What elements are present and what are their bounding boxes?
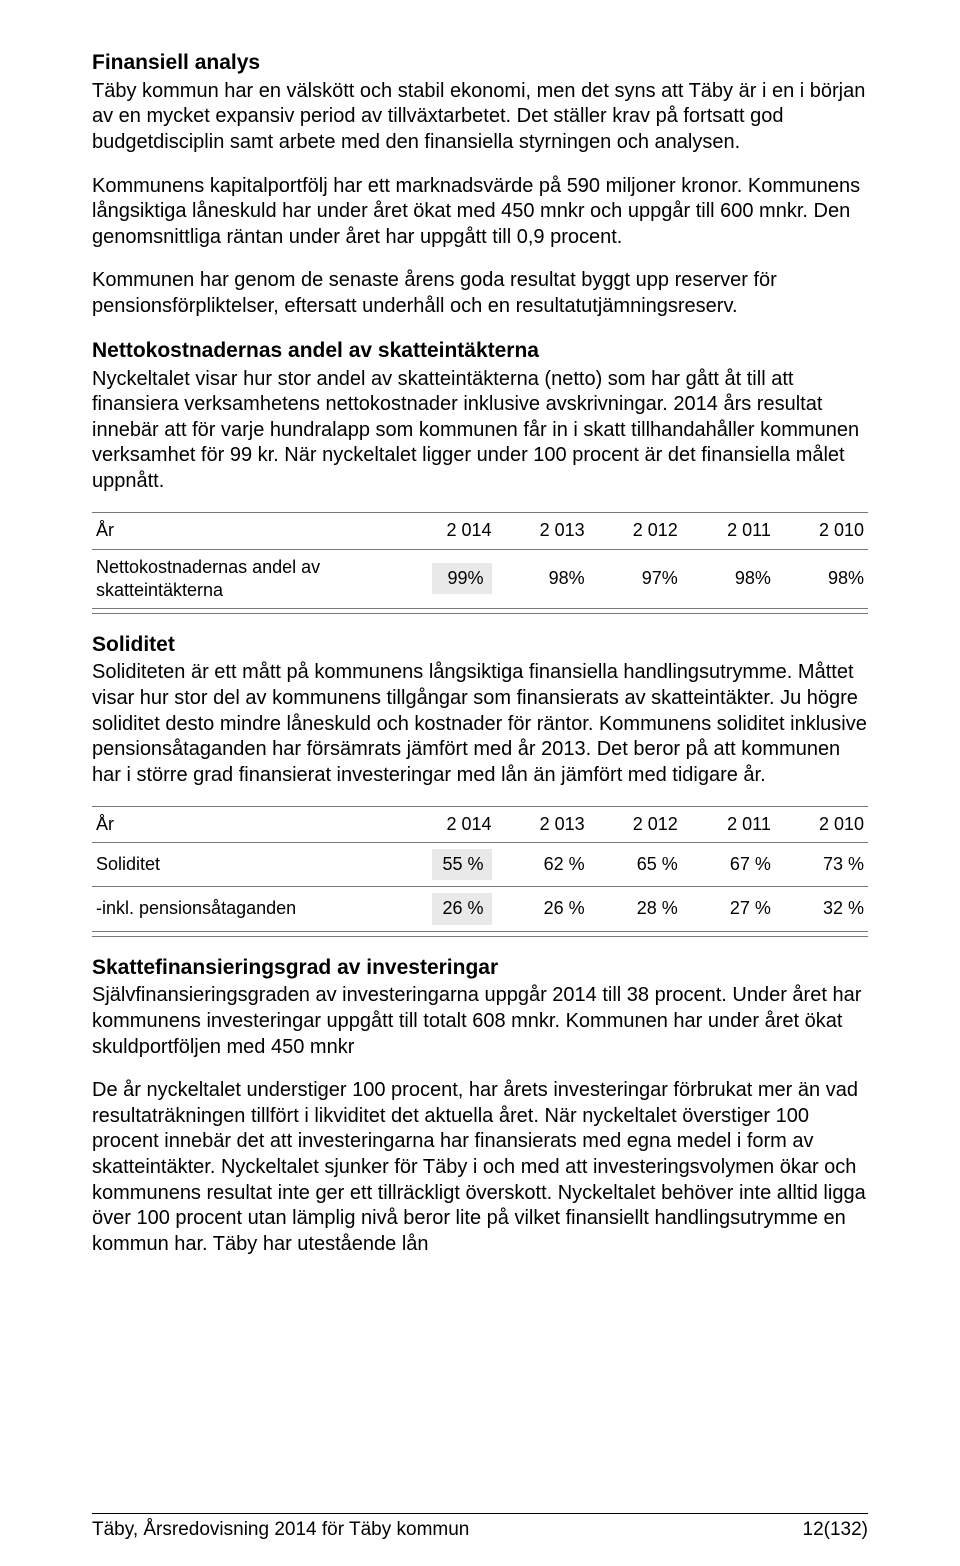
paragraph: Kommunen har genom de senaste årens goda… bbox=[92, 268, 868, 319]
col-header-year: 2 014 bbox=[402, 513, 495, 549]
cell-value: 27 % bbox=[682, 887, 775, 931]
col-header-year: 2 010 bbox=[775, 807, 868, 843]
highlight-cell: 99% bbox=[432, 563, 492, 594]
heading-nettokostnader: Nettokostnadernas andel av skatteintäkte… bbox=[92, 338, 868, 365]
cell-value: 32 % bbox=[775, 887, 868, 931]
col-header-label: År bbox=[92, 807, 402, 843]
col-header-year: 2 012 bbox=[589, 513, 682, 549]
cell-value: 62 % bbox=[496, 843, 589, 887]
cell-value: 98% bbox=[775, 549, 868, 608]
table-row: Soliditet 55 % 62 % 65 % 67 % 73 % bbox=[92, 843, 868, 887]
cell-value: 73 % bbox=[775, 843, 868, 887]
cell-value: 65 % bbox=[589, 843, 682, 887]
cell-value: 26 % bbox=[402, 887, 495, 931]
table-header-row: År 2 014 2 013 2 012 2 011 2 010 bbox=[92, 513, 868, 549]
col-header-year: 2 012 bbox=[589, 807, 682, 843]
paragraph: De år nyckeltalet understiger 100 procen… bbox=[92, 1078, 868, 1257]
heading-finansiell-analys: Finansiell analys bbox=[92, 50, 868, 77]
row-label: -inkl. pensionsåtaganden bbox=[92, 887, 402, 931]
col-header-year: 2 011 bbox=[682, 807, 775, 843]
table-soliditet: År 2 014 2 013 2 012 2 011 2 010 Solidit… bbox=[92, 806, 868, 936]
heading-skattefinansiering: Skattefinansieringsgrad av investeringar bbox=[92, 955, 868, 982]
row-label: Soliditet bbox=[92, 843, 402, 887]
cell-value: 98% bbox=[682, 549, 775, 608]
footer-right: 12(132) bbox=[803, 1518, 869, 1542]
cell-value: 55 % bbox=[402, 843, 495, 887]
col-header-year: 2 013 bbox=[496, 807, 589, 843]
page-container: Finansiell analys Täby kommun har en väl… bbox=[0, 0, 960, 1566]
table-nettokostnader: År 2 014 2 013 2 012 2 011 2 010 Nettoko… bbox=[92, 512, 868, 613]
highlight-cell: 55 % bbox=[432, 849, 492, 880]
table-spacer bbox=[92, 608, 868, 613]
col-header-year: 2 011 bbox=[682, 513, 775, 549]
cell-value: 28 % bbox=[589, 887, 682, 931]
cell-value: 97% bbox=[589, 549, 682, 608]
paragraph: Nyckeltalet visar hur stor andel av skat… bbox=[92, 367, 868, 495]
col-header-year: 2 010 bbox=[775, 513, 868, 549]
page-footer: Täby, Årsredovisning 2014 för Täby kommu… bbox=[92, 1513, 868, 1542]
table-spacer bbox=[92, 931, 868, 936]
table-header-row: År 2 014 2 013 2 012 2 011 2 010 bbox=[92, 807, 868, 843]
col-header-year: 2 013 bbox=[496, 513, 589, 549]
table-row: Nettokostnadernas andel av skatteintäkte… bbox=[92, 549, 868, 608]
footer-left: Täby, Årsredovisning 2014 för Täby kommu… bbox=[92, 1518, 469, 1542]
cell-value: 99% bbox=[402, 549, 495, 608]
paragraph: Självfinansieringsgraden av investeringa… bbox=[92, 983, 868, 1060]
col-header-label: År bbox=[92, 513, 402, 549]
paragraph: Täby kommun har en välskött och stabil e… bbox=[92, 79, 868, 156]
col-header-year: 2 014 bbox=[402, 807, 495, 843]
cell-value: 26 % bbox=[496, 887, 589, 931]
cell-value: 67 % bbox=[682, 843, 775, 887]
paragraph: Soliditeten är ett mått på kommunens lån… bbox=[92, 660, 868, 788]
paragraph: Kommunens kapitalportfölj har ett markna… bbox=[92, 174, 868, 251]
table-row: -inkl. pensionsåtaganden 26 % 26 % 28 % … bbox=[92, 887, 868, 931]
row-label: Nettokostnadernas andel av skatteintäkte… bbox=[92, 549, 402, 608]
cell-value: 98% bbox=[496, 549, 589, 608]
heading-soliditet: Soliditet bbox=[92, 632, 868, 659]
highlight-cell: 26 % bbox=[432, 893, 492, 924]
